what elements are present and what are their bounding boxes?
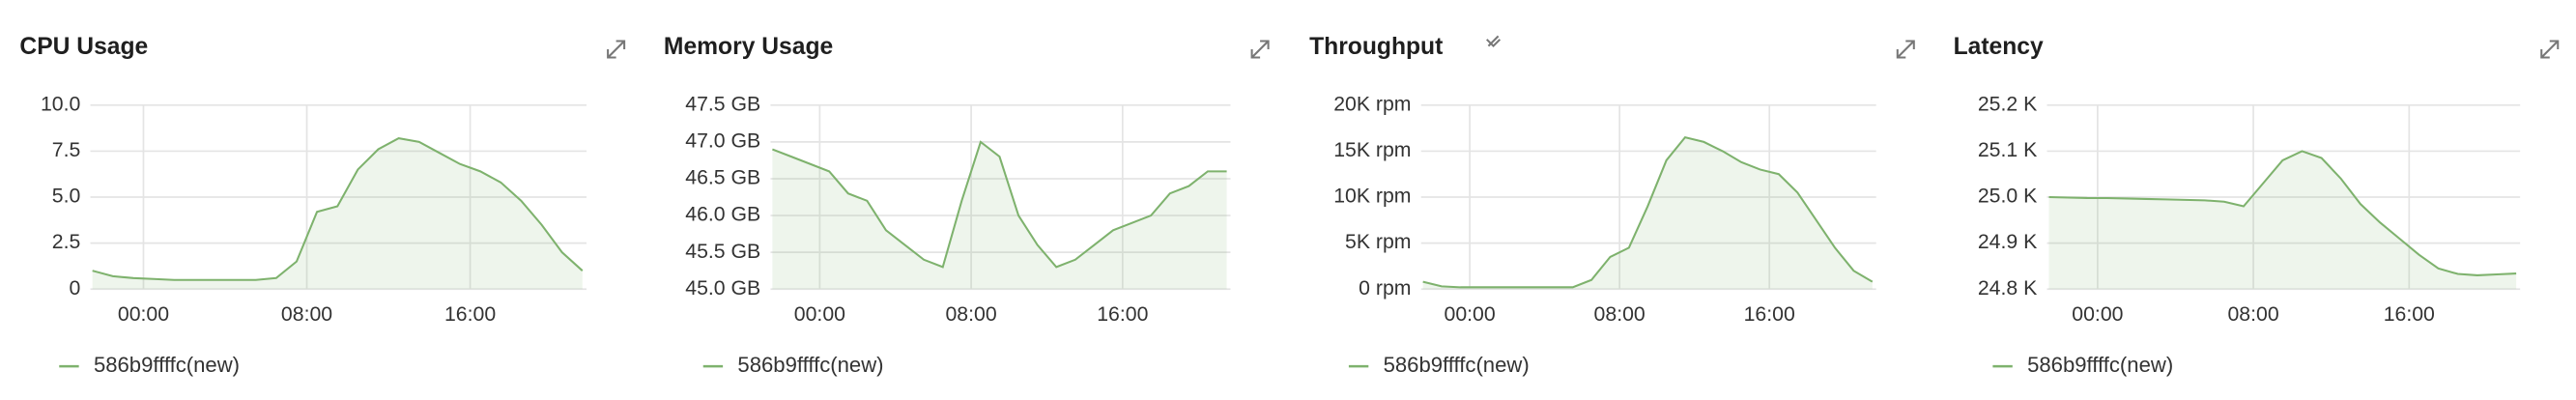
x-tick-label: 08:00 — [2227, 302, 2278, 326]
x-tick-label: 00:00 — [2072, 302, 2123, 326]
y-tick-label: 25.0 K — [1978, 185, 2037, 208]
y-tick-label: 10.0 — [41, 92, 80, 115]
series-line — [1422, 135, 1874, 289]
legend-label[interactable]: 586b9ffffc(new) — [737, 353, 883, 377]
series-line — [772, 140, 1227, 269]
chart-panel: Memory Usage 45.0 GB 45.5 GB 46.0 GB 46.5 GB… — [664, 34, 1270, 326]
chart-title: Latency — [1954, 34, 2044, 60]
x-tick-label: 08:00 — [281, 302, 332, 326]
series-line — [92, 137, 584, 281]
expand-icon[interactable] — [1896, 40, 1915, 59]
x-tick-label: 08:00 — [946, 302, 997, 326]
y-tick-label: 45.5 GB — [685, 240, 760, 263]
x-tick-label: 16:00 — [1097, 302, 1148, 326]
area-fill — [2048, 151, 2517, 290]
area-fill — [1422, 137, 1873, 290]
chart-panel: Throughput 0 rpm 5K rpm 10K rpm 15K rpm 20K r… — [1309, 34, 1915, 326]
chart-panel: Latency 24.8 K 24.9 K 25.0 K 25.1 K 25.2 K 00:… — [1954, 34, 2560, 326]
expand-icon[interactable] — [2540, 40, 2560, 59]
y-tick-label: 46.0 GB — [685, 203, 760, 226]
legend-label[interactable]: 586b9ffffc(new) — [2027, 353, 2173, 377]
y-tick-label: 24.8 K — [1978, 276, 2037, 300]
legend-label[interactable]: 586b9ffffc(new) — [1384, 353, 1530, 377]
y-tick-label: 20K rpm — [1333, 92, 1411, 115]
x-tick-label: 16:00 — [444, 302, 496, 326]
y-tick-label: 2.5 — [52, 230, 81, 253]
y-tick-label: 45.0 GB — [685, 276, 760, 300]
expand-icon[interactable] — [1250, 40, 1270, 59]
y-tick-label: 25.1 K — [1978, 138, 2037, 161]
y-tick-label: 25.2 K — [1978, 92, 2037, 115]
y-tick-label: 46.5 GB — [685, 166, 760, 189]
series-line — [2048, 150, 2517, 276]
y-tick-label: 0 rpm — [1359, 276, 1411, 300]
area-fill — [92, 138, 583, 290]
x-tick-label: 00:00 — [794, 302, 845, 326]
y-tick-label: 47.0 GB — [685, 129, 760, 153]
y-tick-label: 47.5 GB — [685, 92, 760, 115]
x-tick-label: 16:00 — [2384, 302, 2435, 326]
expand-icon[interactable] — [607, 40, 626, 59]
y-tick-label: 15K rpm — [1333, 138, 1411, 161]
y-tick-label: 5K rpm — [1345, 230, 1412, 253]
chart-title: Memory Usage — [664, 34, 833, 60]
panel-controls — [1486, 35, 1502, 48]
y-tick-label: 5.0 — [52, 185, 81, 208]
y-tick-label: 10K rpm — [1333, 185, 1411, 208]
chart-title: Throughput — [1309, 34, 1443, 60]
x-tick-label: 00:00 — [1445, 302, 1496, 326]
chart-panel: CPU Usage 0 2.5 5.0 7.5 10.0 00:00 08:00 16:00 — [19, 34, 626, 326]
dropdown-chevron[interactable] — [1486, 35, 1502, 48]
x-tick-label: 00:00 — [118, 302, 169, 326]
area-fill — [772, 141, 1227, 290]
y-tick-label: 24.9 K — [1978, 230, 2037, 253]
y-tick-label: 0 — [70, 276, 81, 300]
x-tick-label: 16:00 — [1744, 302, 1795, 326]
chart-title: CPU Usage — [19, 34, 148, 60]
legend-label[interactable]: 586b9ffffc(new) — [94, 353, 240, 377]
x-tick-label: 08:00 — [1594, 302, 1646, 326]
y-tick-label: 7.5 — [52, 138, 81, 161]
